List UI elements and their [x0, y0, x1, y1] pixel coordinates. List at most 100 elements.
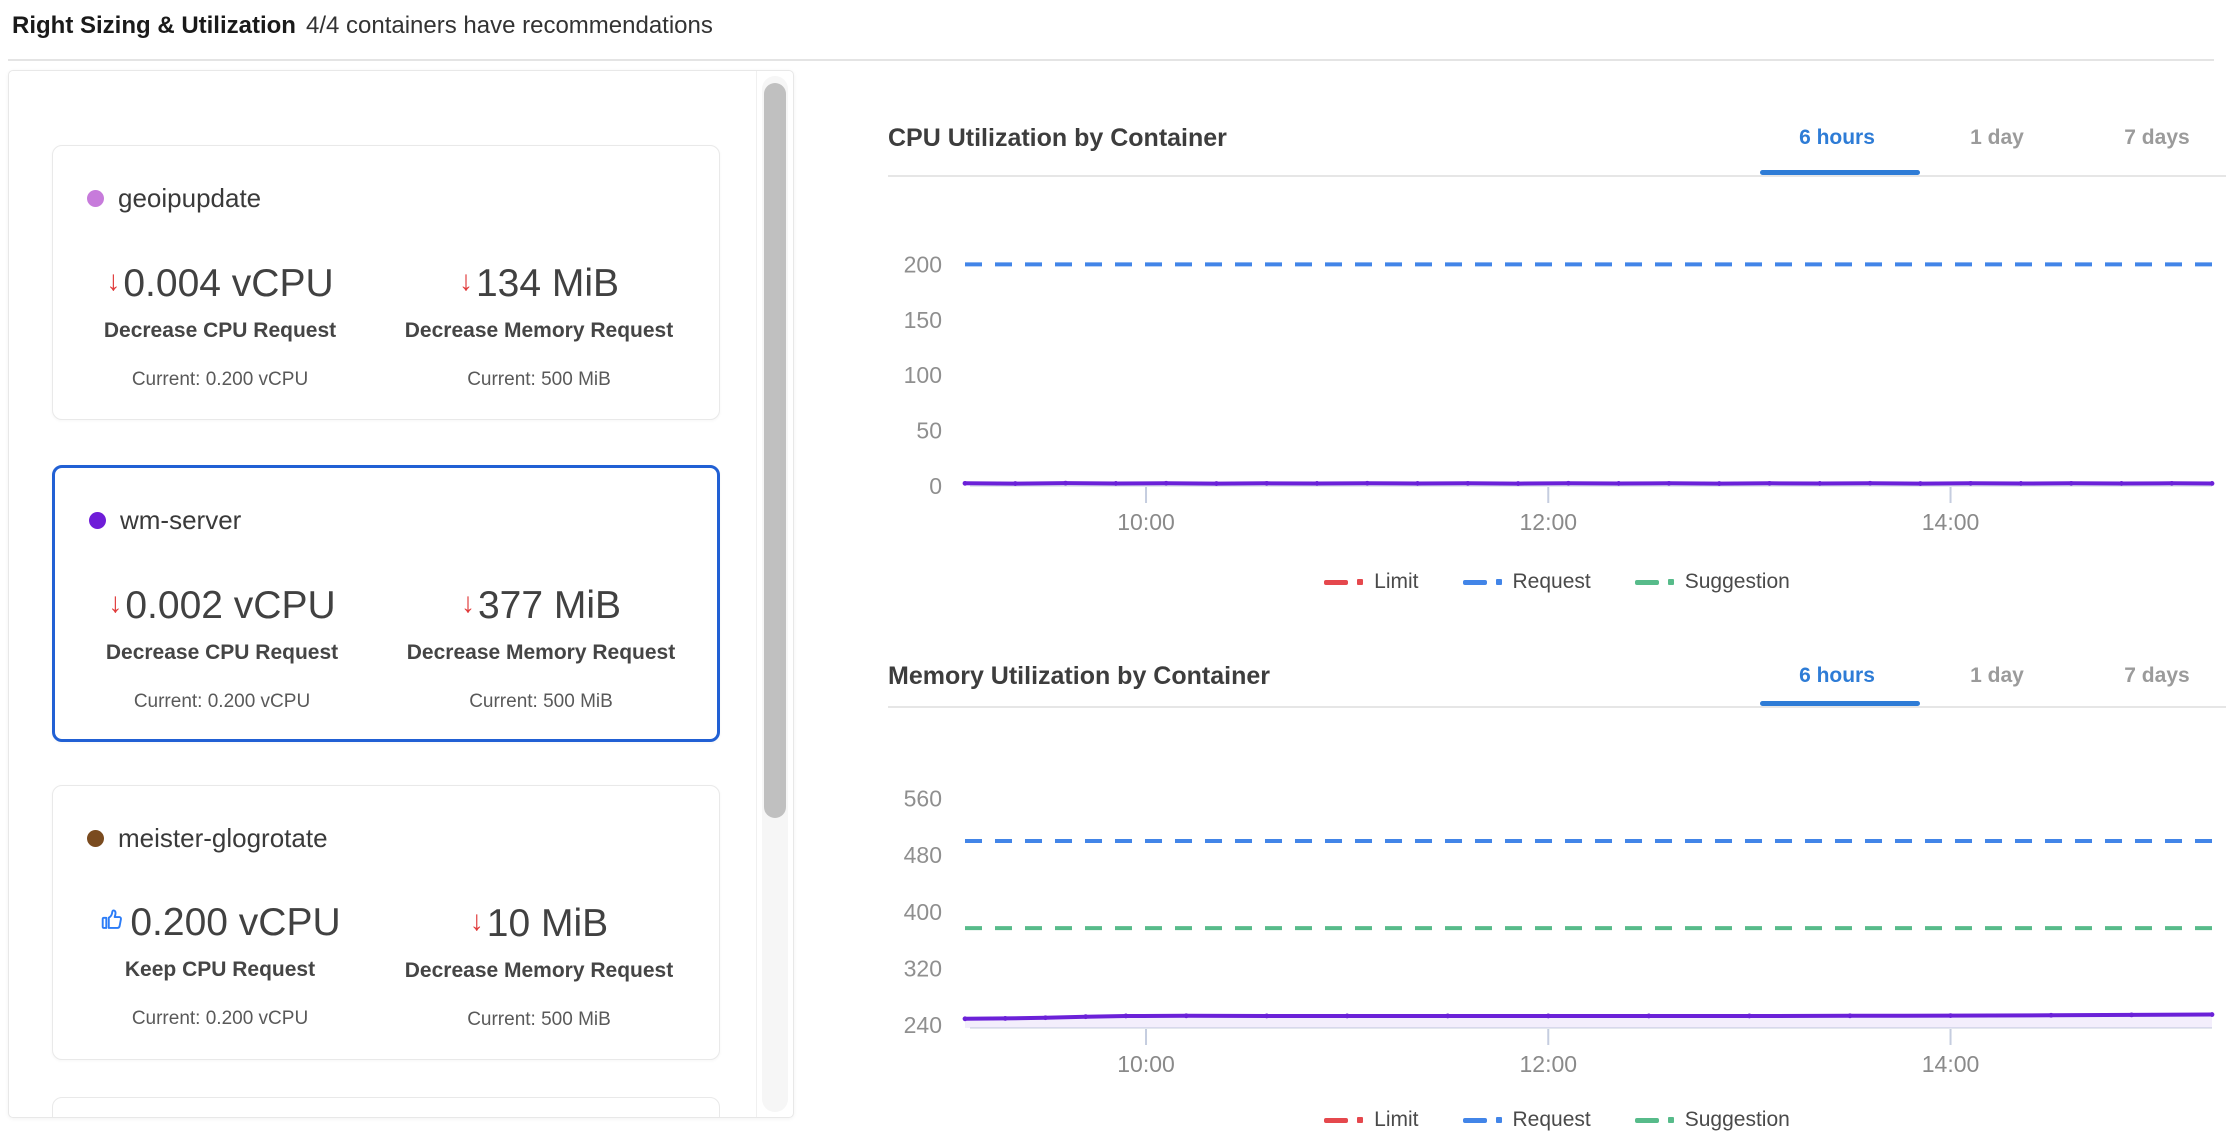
limit-dash-icon — [1324, 579, 1349, 585]
container-name: meister-glogrotate — [118, 822, 328, 853]
container-color-dot — [89, 511, 106, 529]
svg-text:12:00: 12:00 — [1519, 1051, 1577, 1077]
memory-chart-legend: Limit Request Suggestion — [888, 1102, 2226, 1138]
svg-text:50: 50 — [916, 418, 942, 444]
decrease-arrow-icon: ↓ — [108, 587, 123, 618]
cpu-current-label: Current: 0.200 vCPU — [131, 1008, 309, 1029]
cpu-recommendation: ↓0.002 vCPU Decrease CPU Request Current… — [77, 580, 367, 713]
svg-text:560: 560 — [904, 786, 942, 812]
svg-text:480: 480 — [904, 842, 942, 868]
cpu-value-text: 0.200 vCPU — [130, 901, 341, 944]
cpu-recommendation: 0.200 vCPU Keep CPU Request Current: 0.2… — [75, 898, 365, 1031]
svg-text:400: 400 — [904, 899, 942, 925]
recommendation-columns: ↓0.004 vCPU Decrease CPU Request Current… — [53, 258, 719, 391]
cpu-tab-1-day[interactable]: 1 day — [1970, 126, 2024, 149]
memory-recommended-value: ↓10 MiB — [389, 898, 689, 947]
cpu-chart-header-divider — [888, 175, 2226, 177]
cpu-recommendation: ↓0.004 vCPU Decrease CPU Request Current… — [75, 258, 365, 391]
container-card-header: meister-glogrotate — [87, 822, 719, 854]
legend-item-request: Request — [1462, 570, 1591, 594]
legend-item-limit: Limit — [1324, 1108, 1419, 1132]
container-card-geoipupdate[interactable]: geoipupdate ↓0.004 vCPU Decrease CPU Req… — [52, 145, 720, 420]
scrollbar-thumb[interactable] — [764, 83, 786, 818]
legend-label: Limit — [1374, 1108, 1419, 1131]
legend-item-request: Request — [1462, 1108, 1591, 1132]
container-card-wm-server[interactable]: wm-server ↓0.002 vCPU Decrease CPU Reque… — [52, 465, 720, 742]
cpu-recommended-value: 0.200 vCPU — [75, 898, 365, 946]
cpu-chart-time-tabs: 6 hours 1 day 7 days — [1757, 126, 2226, 150]
svg-text:14:00: 14:00 — [1922, 509, 1980, 535]
svg-text:10:00: 10:00 — [1117, 1051, 1175, 1077]
legend-label: Request — [1512, 1108, 1591, 1131]
svg-text:100: 100 — [904, 362, 942, 388]
memory-recommendation: ↓134 MiB Decrease Memory Request Current… — [389, 258, 689, 391]
container-name: geoipupdate — [118, 182, 262, 213]
page-subtitle: 4/4 containers have recommendations — [305, 12, 713, 39]
cpu-recommended-value: ↓0.002 vCPU — [77, 580, 367, 629]
container-color-dot — [87, 189, 104, 207]
cpu-tab-6-hours[interactable]: 6 hours — [1799, 126, 1875, 149]
thumbs-up-icon — [99, 898, 126, 929]
cpu-current-label: Current: 0.200 vCPU — [131, 369, 309, 390]
container-color-dot — [87, 829, 104, 847]
memory-chart-header-divider — [888, 706, 2226, 708]
request-dash-icon — [1462, 579, 1487, 585]
memory-tab-1-day[interactable]: 1 day — [1970, 664, 2024, 687]
container-name: wm-server — [120, 504, 242, 535]
memory-chart-title: Memory Utilization by Container — [888, 662, 1270, 690]
svg-text:0: 0 — [929, 473, 942, 499]
memory-active-tab-underline — [1760, 701, 1920, 706]
memory-tab-6-hours[interactable]: 6 hours — [1799, 664, 1875, 687]
memory-recommendation: ↓10 MiB Decrease Memory Request Current:… — [389, 898, 689, 1031]
request-dash-icon — [1462, 1117, 1487, 1123]
cpu-action-label: Decrease CPU Request — [103, 319, 337, 342]
limit-dot-icon — [1357, 579, 1364, 585]
cpu-tab-7-days[interactable]: 7 days — [2124, 126, 2190, 149]
legend-label: Request — [1512, 570, 1591, 593]
recommendation-columns: 0.200 vCPU Keep CPU Request Current: 0.2… — [53, 898, 719, 1031]
memory-value-text: 10 MiB — [486, 902, 609, 945]
svg-text:240: 240 — [904, 1012, 942, 1038]
cpu-value-text: 0.002 vCPU — [125, 584, 336, 627]
memory-current-label: Current: 500 MiB — [469, 691, 613, 712]
memory-chart-time-tabs: 6 hours 1 day 7 days — [1757, 664, 2226, 688]
svg-text:320: 320 — [904, 956, 942, 982]
memory-recommended-value: ↓134 MiB — [389, 258, 689, 307]
container-card-meister-glogrotate[interactable]: meister-glogrotate 0.200 vCPU Keep CPU R… — [52, 785, 720, 1060]
svg-text:12:00: 12:00 — [1519, 509, 1577, 535]
decrease-arrow-icon: ↓ — [106, 265, 121, 296]
recommendation-columns: ↓0.002 vCPU Decrease CPU Request Current… — [55, 580, 717, 713]
decrease-arrow-icon: ↓ — [458, 265, 473, 296]
suggestion-dot-icon — [1667, 1117, 1674, 1123]
cpu-action-label: Keep CPU Request — [124, 958, 316, 981]
page-title-bold: Right Sizing & Utilization — [12, 12, 296, 39]
legend-item-suggestion: Suggestion — [1634, 1108, 1790, 1132]
header-divider — [8, 59, 2214, 61]
suggestion-dash-icon — [1634, 1117, 1659, 1123]
legend-label: Suggestion — [1684, 570, 1790, 593]
request-dot-icon — [1495, 579, 1502, 585]
memory-current-label: Current: 500 MiB — [467, 369, 611, 390]
container-card-header: wm-server — [89, 504, 717, 536]
memory-action-label: Decrease Memory Request — [406, 641, 676, 664]
svg-text:14:00: 14:00 — [1922, 1051, 1980, 1077]
container-list-panel: geoipupdate ↓0.004 vCPU Decrease CPU Req… — [8, 70, 794, 1118]
container-card-header: geoipupdate — [87, 182, 719, 214]
cpu-recommended-value: ↓0.004 vCPU — [75, 258, 365, 307]
cpu-action-label: Decrease CPU Request — [105, 641, 339, 664]
page-title: Right Sizing & Utilization 4/4 containers… — [12, 12, 713, 40]
memory-current-label: Current: 500 MiB — [467, 1009, 611, 1030]
memory-tab-7-days[interactable]: 7 days — [2124, 664, 2190, 687]
legend-label: Limit — [1374, 570, 1419, 593]
cpu-active-tab-underline — [1760, 170, 1920, 175]
legend-item-suggestion: Suggestion — [1634, 570, 1790, 594]
suggestion-dash-icon — [1634, 579, 1659, 585]
cpu-chart-title: CPU Utilization by Container — [888, 124, 1227, 152]
suggestion-dot-icon — [1667, 579, 1674, 585]
limit-dash-icon — [1324, 1117, 1349, 1123]
memory-recommendation: ↓377 MiB Decrease Memory Request Current… — [391, 580, 691, 713]
cpu-chart-legend: Limit Request Suggestion — [888, 564, 2226, 600]
cpu-current-label: Current: 0.200 vCPU — [133, 691, 311, 712]
container-card-partial[interactable] — [52, 1097, 720, 1117]
